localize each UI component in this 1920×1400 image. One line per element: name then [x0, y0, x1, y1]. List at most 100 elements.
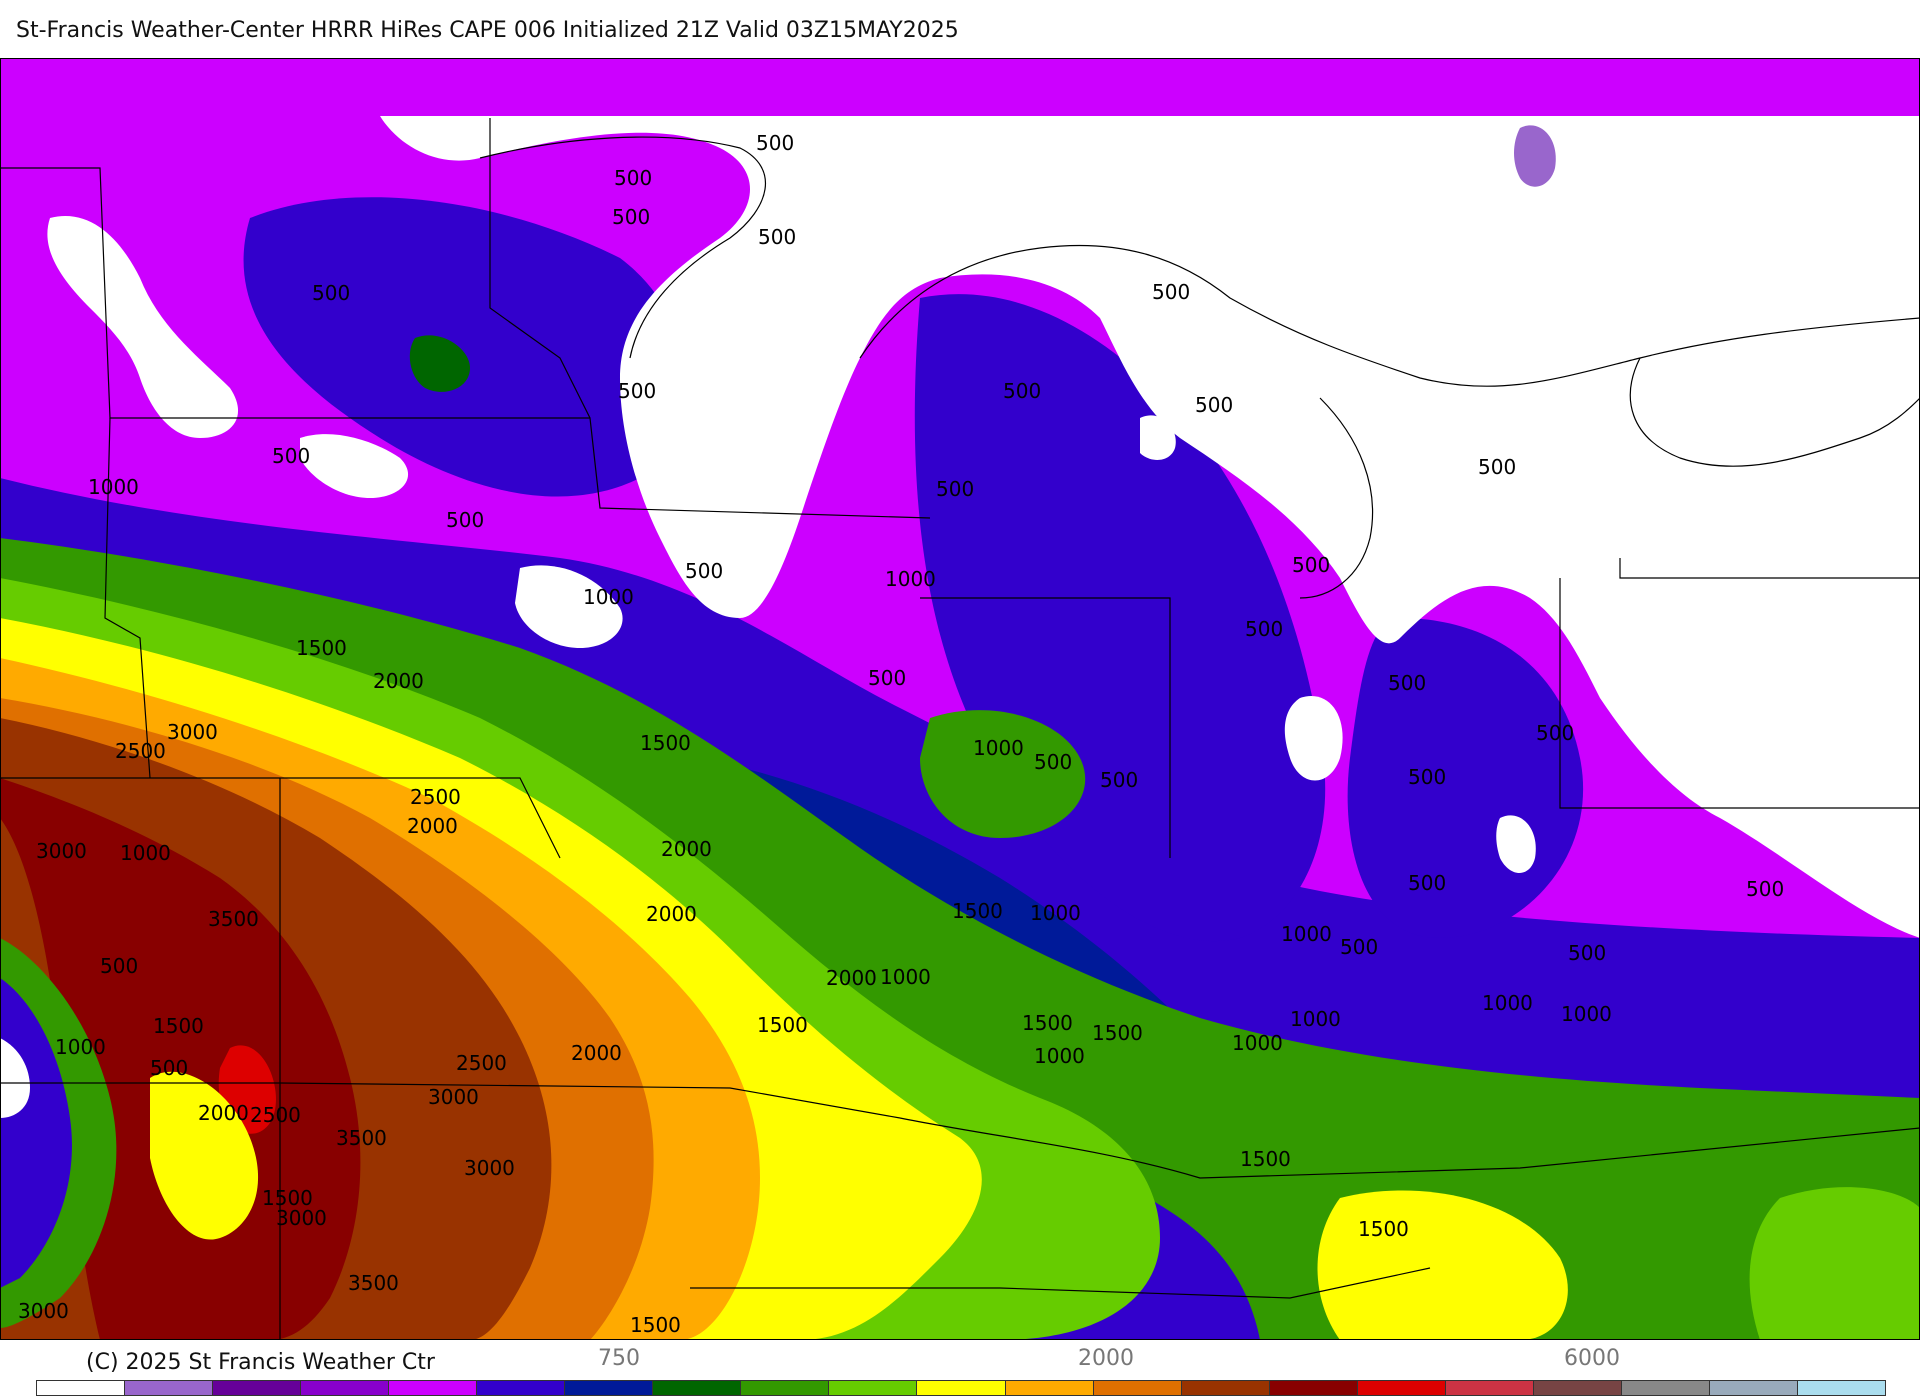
contour-label: 1000 — [1482, 991, 1533, 1015]
colorbar-tick-label: 6000 — [1564, 1346, 1620, 1371]
contour-label: 500 — [446, 508, 484, 532]
cape-field-zero-east-hole — [1284, 696, 1343, 781]
boundary-lines — [0, 118, 1920, 1340]
contour-label: 1500 — [296, 636, 347, 660]
contour-label: 1500 — [640, 731, 691, 755]
border-line — [0, 167, 931, 519]
cape-field-zero-michigan — [1140, 415, 1176, 460]
contour-label: 500 — [272, 444, 310, 468]
contour-label: 2000 — [407, 814, 458, 838]
contour-label: 500 — [612, 205, 650, 229]
colorbar-swatch — [1445, 1381, 1534, 1395]
contour-label: 3500 — [348, 1271, 399, 1295]
border-line — [1619, 558, 1920, 579]
footer: (C) 2025 St Francis Weather Ctr 750 2000… — [0, 1340, 1920, 1400]
colorbar-swatch — [301, 1381, 390, 1395]
contour-label: 1000 — [1281, 922, 1332, 946]
contour-label: 500 — [758, 225, 796, 249]
border-line — [1559, 578, 1920, 809]
contour-label: 3500 — [336, 1126, 387, 1150]
cape-field-yellow-east — [1317, 1190, 1568, 1340]
contour-label: 500 — [936, 477, 974, 501]
border-line — [104, 417, 151, 779]
colorbar-swatch — [389, 1381, 478, 1395]
contour-label: 3000 — [36, 839, 87, 863]
coastline — [859, 244, 1920, 387]
contour-label: 1000 — [1561, 1002, 1612, 1026]
contour-label: 500 — [150, 1056, 188, 1080]
colorbar-swatch — [213, 1381, 302, 1395]
contour-labels: 500 500 500 500 500 500 500 500 500 500 … — [18, 131, 1784, 1337]
contour-label: 1000 — [1030, 901, 1081, 925]
cape-field-west-yellow — [150, 1071, 259, 1240]
coastline — [1299, 397, 1374, 599]
contour-label: 500 — [868, 666, 906, 690]
coastline — [479, 136, 767, 359]
cape-field-dkgreen-patch — [409, 335, 470, 392]
colorbar-tick-label: 750 — [598, 1346, 640, 1371]
contour-label: 1500 — [1240, 1147, 1291, 1171]
contour-label: 500 — [1292, 553, 1330, 577]
contour-label: 3000 — [428, 1085, 479, 1109]
contour-label: 2500 — [115, 739, 166, 763]
contour-label: 500 — [1478, 455, 1516, 479]
contour-label: 500 — [1340, 935, 1378, 959]
contour-label: 500 — [1746, 877, 1784, 901]
cape-field-zero-nw2 — [300, 434, 409, 498]
contour-label: 1500 — [1358, 1217, 1409, 1241]
colorbar-swatch — [1621, 1381, 1710, 1395]
contour-label: 2000 — [198, 1101, 249, 1125]
colorbar-swatch — [1797, 1381, 1885, 1395]
contour-label: 1000 — [1290, 1007, 1341, 1031]
contour-label: 500 — [1536, 721, 1574, 745]
colorbar-swatch — [37, 1381, 126, 1395]
contour-label: 500 — [1408, 871, 1446, 895]
contour-label: 500 — [1245, 617, 1283, 641]
contour-label: 3000 — [464, 1156, 515, 1180]
border-line — [0, 777, 561, 859]
contour-label: 3000 — [167, 720, 218, 744]
border-line — [920, 597, 1171, 858]
cape-field-green-patch — [920, 710, 1086, 838]
contour-label: 1500 — [153, 1014, 204, 1038]
contour-label: 1000 — [973, 736, 1024, 760]
border-line — [899, 1117, 1920, 1179]
contour-label: 1000 — [88, 475, 139, 499]
contour-label: 1000 — [880, 965, 931, 989]
colorbar-swatch — [1181, 1381, 1270, 1395]
cape-field-west-white-hole — [0, 1038, 30, 1118]
border-line — [0, 1082, 901, 1119]
contour-label: 500 — [1003, 379, 1041, 403]
colorbar-swatch — [653, 1381, 742, 1395]
contour-label: 2500 — [456, 1051, 507, 1075]
colorbar-swatch — [917, 1381, 1006, 1395]
colorbar-swatch — [1357, 1381, 1446, 1395]
contour-label: 1500 — [262, 1186, 313, 1210]
colorbar-swatch — [125, 1381, 214, 1395]
contour-label: 500 — [685, 559, 723, 583]
contour-label: 2500 — [250, 1103, 301, 1127]
contour-label: 500 — [100, 954, 138, 978]
contour-label: 500 — [1152, 280, 1190, 304]
contour-label: 1000 — [885, 567, 936, 591]
contour-label: 500 — [1195, 393, 1233, 417]
contour-label: 2000 — [571, 1041, 622, 1065]
contour-label: 500 — [1034, 750, 1072, 774]
contour-label: 1500 — [630, 1313, 681, 1337]
contour-label: 1000 — [1034, 1044, 1085, 1068]
contour-label: 1500 — [1022, 1011, 1073, 1035]
contour-label: 1000 — [583, 585, 634, 609]
colorbar-swatch — [1709, 1381, 1798, 1395]
map-title: St-Francis Weather-Center HRRR HiRes CAP… — [16, 18, 959, 43]
cape-field-zero-east-hole2 — [1496, 815, 1536, 873]
contour-label: 500 — [756, 131, 794, 155]
cape-field-zero-nw1 — [47, 216, 239, 438]
cape-field-lavender-ne — [1514, 125, 1556, 187]
contour-label: 1500 — [952, 899, 1003, 923]
coastline — [1629, 357, 1920, 467]
colorbar-swatch — [829, 1381, 918, 1395]
contour-label: 1500 — [1092, 1021, 1143, 1045]
contour-label: 2000 — [373, 669, 424, 693]
contour-label: 500 — [312, 281, 350, 305]
contour-label: 1000 — [120, 841, 171, 865]
